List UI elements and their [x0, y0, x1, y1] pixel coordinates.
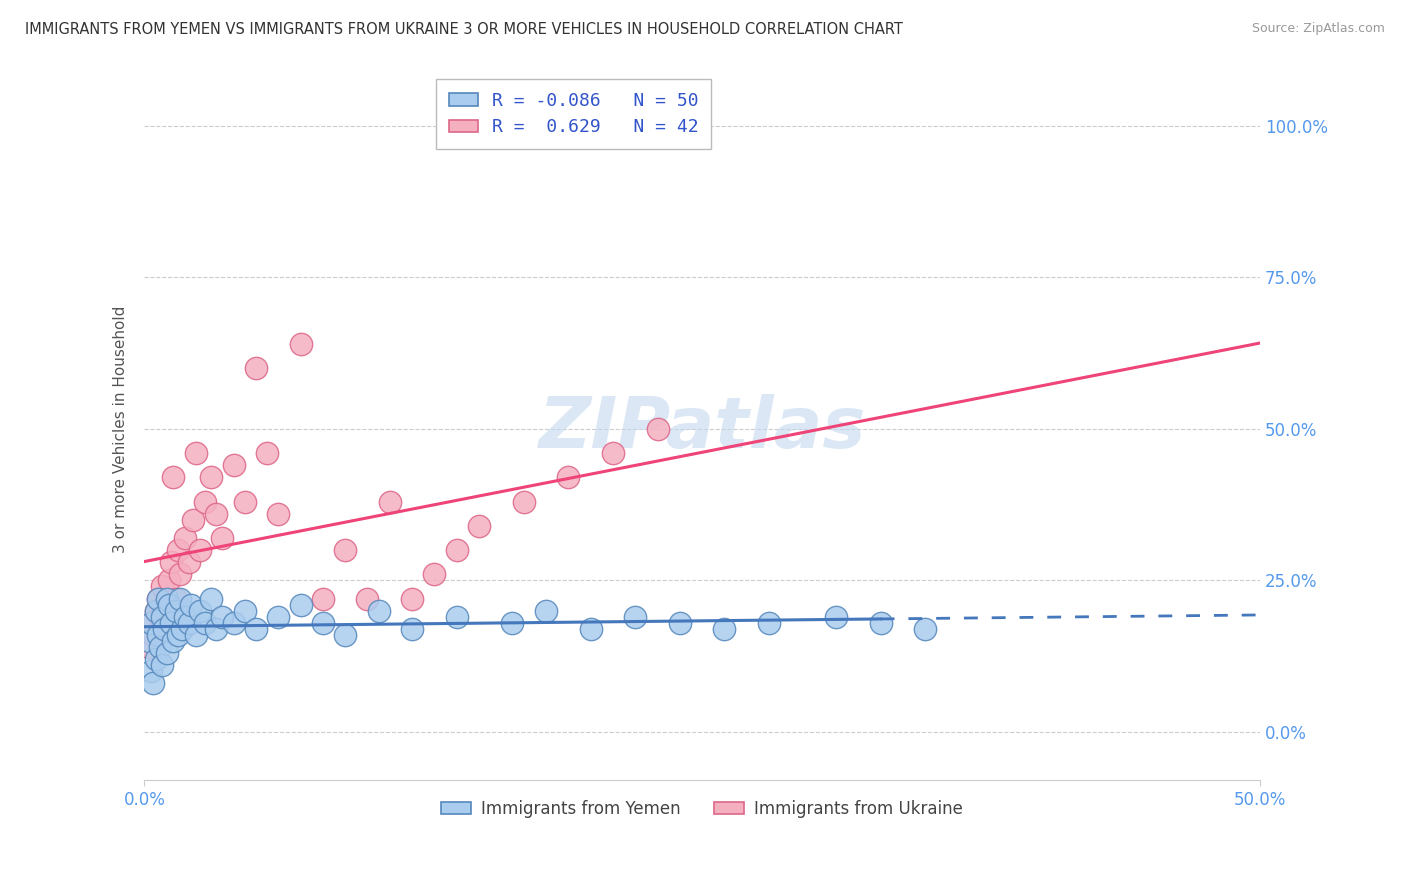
Point [401, 622, 423, 636]
Point [145, 604, 167, 618]
Point [312, 615, 335, 630]
Point [194, 494, 217, 508]
Point [468, 518, 491, 533]
Point [184, 446, 207, 460]
Point [290, 337, 312, 351]
Point [233, 494, 256, 508]
Point [142, 676, 165, 690]
Point [200, 591, 222, 606]
Point [146, 591, 169, 606]
Point [145, 604, 167, 618]
Point [869, 615, 891, 630]
Point [290, 598, 312, 612]
Point [145, 652, 167, 666]
Point [157, 574, 180, 588]
Point [512, 494, 534, 508]
Point [169, 567, 191, 582]
Point [180, 598, 202, 612]
Point [502, 615, 524, 630]
Point [162, 634, 184, 648]
Point [669, 615, 692, 630]
Point [153, 598, 176, 612]
Point [139, 665, 162, 679]
Point [312, 591, 335, 606]
Text: IMMIGRANTS FROM YEMEN VS IMMIGRANTS FROM UKRAINE 3 OR MORE VEHICLES IN HOUSEHOLD: IMMIGRANTS FROM YEMEN VS IMMIGRANTS FROM… [25, 22, 903, 37]
Point [579, 622, 602, 636]
Point [184, 628, 207, 642]
Point [335, 628, 357, 642]
Text: ZIPatlas: ZIPatlas [538, 394, 866, 463]
Point [914, 622, 936, 636]
Point [204, 622, 226, 636]
Point [150, 658, 173, 673]
Point [153, 622, 176, 636]
Point [139, 615, 162, 630]
Point [825, 609, 848, 624]
Point [188, 604, 211, 618]
Point [758, 615, 780, 630]
Point [149, 640, 172, 654]
Point [177, 555, 200, 569]
Point [367, 604, 389, 618]
Point [211, 531, 233, 545]
Point [647, 422, 669, 436]
Y-axis label: 3 or more Vehicles in Household: 3 or more Vehicles in Household [114, 305, 128, 552]
Point [165, 591, 187, 606]
Point [139, 615, 162, 630]
Point [160, 615, 183, 630]
Point [160, 555, 183, 569]
Text: Source: ZipAtlas.com: Source: ZipAtlas.com [1251, 22, 1385, 36]
Point [356, 591, 378, 606]
Point [335, 543, 357, 558]
Point [146, 628, 169, 642]
Point [245, 361, 267, 376]
Point [204, 507, 226, 521]
Point [156, 604, 179, 618]
Point [157, 598, 180, 612]
Point [156, 591, 179, 606]
Point [446, 543, 468, 558]
Point [557, 470, 579, 484]
Point [267, 609, 290, 624]
Point [222, 458, 245, 473]
Point [211, 609, 233, 624]
Point [138, 640, 160, 654]
Point [142, 628, 165, 642]
Point [200, 470, 222, 484]
Point [162, 470, 184, 484]
Point [165, 604, 187, 618]
Point [446, 609, 468, 624]
Point [602, 446, 624, 460]
Point [173, 609, 195, 624]
Point [169, 591, 191, 606]
Point [156, 646, 179, 660]
Point [256, 446, 278, 460]
Point [177, 615, 200, 630]
Point [172, 622, 194, 636]
Point [222, 615, 245, 630]
Point [378, 494, 401, 508]
Point [150, 609, 173, 624]
Point [138, 634, 160, 648]
Point [183, 513, 205, 527]
Point [166, 628, 188, 642]
Point [166, 543, 188, 558]
Point [245, 622, 267, 636]
Point [267, 507, 290, 521]
Point [423, 567, 446, 582]
Point [149, 609, 172, 624]
Point [534, 604, 557, 618]
Point [713, 622, 735, 636]
Point [146, 591, 169, 606]
Point [173, 531, 195, 545]
Point [188, 543, 211, 558]
Point [401, 591, 423, 606]
Point [233, 604, 256, 618]
Point [150, 579, 173, 593]
Point [624, 609, 647, 624]
Point [194, 615, 217, 630]
Legend: Immigrants from Yemen, Immigrants from Ukraine: Immigrants from Yemen, Immigrants from U… [434, 793, 970, 825]
